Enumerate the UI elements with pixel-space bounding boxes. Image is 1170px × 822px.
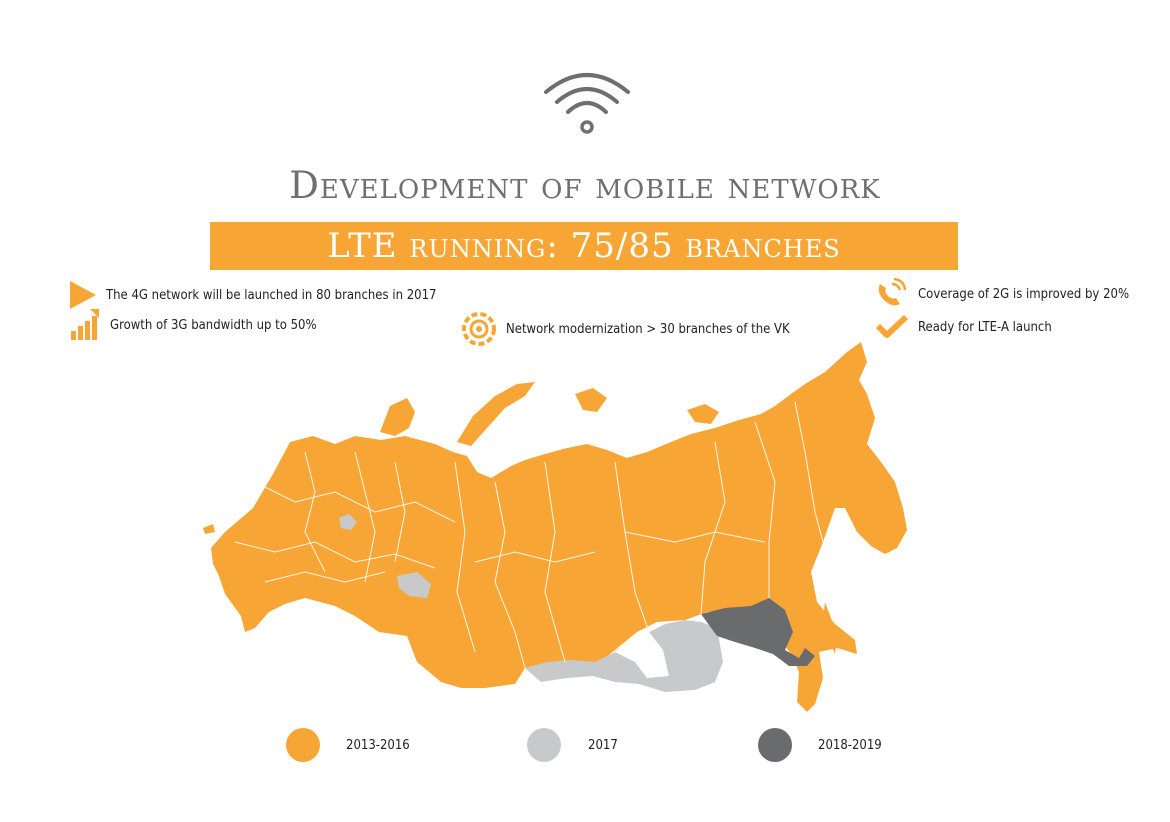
- russia-map: [203, 342, 907, 712]
- lte-banner: LTE running: 75/85 branches: [210, 222, 958, 270]
- bar-growth-icon: [71, 309, 99, 340]
- wifi-icon: [544, 73, 630, 134]
- feature-modernization-text: Network modernization > 30 branches of t…: [506, 321, 790, 337]
- new-siberian-islands: [687, 404, 719, 424]
- kaliningrad: [203, 524, 215, 534]
- region-2017-moscow: [339, 514, 357, 530]
- kamchatka: [835, 466, 895, 538]
- feature-3g: Growth of 3G bandwidth up to 50%: [70, 309, 317, 341]
- legend-label-2013-2016: 2013-2016: [346, 738, 410, 753]
- sakhalin: [823, 602, 837, 654]
- gear-icon: [462, 312, 496, 346]
- feature-4g: The 4G network will be launched in 80 br…: [68, 281, 436, 309]
- mainland: [211, 342, 907, 712]
- page-title: Development of mobile network: [289, 164, 881, 207]
- region-2017-south-siberia: [525, 620, 723, 692]
- phone-icon: [878, 278, 907, 306]
- feature-3g-text: Growth of 3G bandwidth up to 50%: [110, 317, 317, 333]
- feature-ltea-text: Ready for LTE-A launch: [918, 319, 1052, 335]
- feature-2g-text: Coverage of 2G is improved by 20%: [918, 286, 1130, 302]
- region-2018-2019: [701, 598, 815, 666]
- legend-label-2017: 2017: [588, 738, 618, 753]
- feature-2g: Coverage of 2G is improved by 20%: [874, 278, 1129, 310]
- region-2017-orenburg: [397, 572, 431, 598]
- play-icon: [70, 281, 96, 309]
- legend-dot-2017: [527, 728, 561, 762]
- novaya-zemlya: [457, 382, 535, 446]
- legend-dot-2018-2019: [758, 728, 792, 762]
- feature-modernization: Network modernization > 30 branches of t…: [462, 312, 790, 346]
- feature-ltea: Ready for LTE-A launch: [876, 314, 1052, 340]
- check-icon: [876, 314, 908, 338]
- feature-4g-text: The 4G network will be launched in 80 br…: [106, 287, 437, 303]
- kola: [380, 398, 415, 436]
- banner-text: LTE running: 75/85 branches: [327, 226, 841, 266]
- legend-dot-2013-2016: [286, 728, 320, 762]
- legend-label-2018-2019: 2018-2019: [818, 738, 882, 753]
- arctic-islands: [575, 388, 607, 412]
